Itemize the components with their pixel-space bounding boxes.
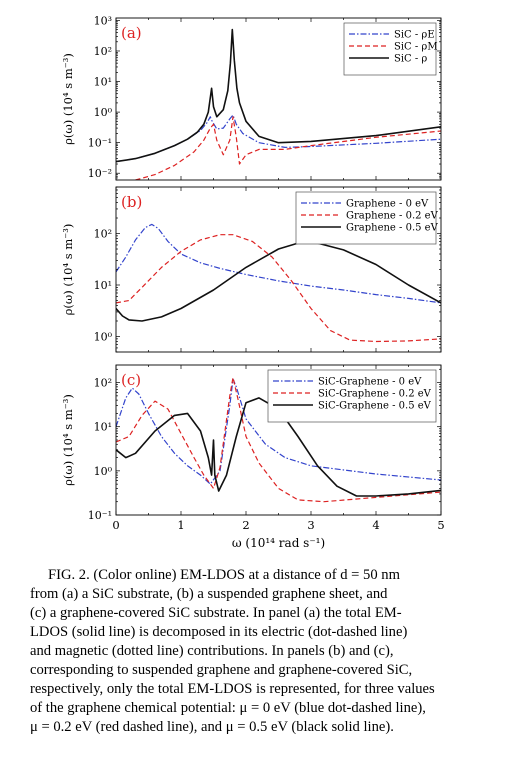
y-tick-label: 10⁰ <box>94 330 113 343</box>
y-tick-label: 10⁻¹ <box>88 509 112 522</box>
caption-line: and magnetic (dotted line) contributions… <box>30 643 394 659</box>
y-tick-label: 10² <box>94 228 112 241</box>
y-axis-label: ρ(ω) (10⁴ s m⁻³) <box>61 394 75 486</box>
series-line-3 <box>116 242 441 322</box>
panel-3: 10⁻¹ 10⁰ 10¹ 10² (c) ρ(ω) (10⁴ s m⁻³) SiC-Grap… <box>61 364 442 522</box>
y-tick-label: 10¹ <box>94 279 112 292</box>
series-line-3 <box>116 28 441 163</box>
caption-line: LDOS (solid line) is decomposed in its e… <box>30 624 408 640</box>
panel-1: 10⁻² 10⁻¹ 10⁰ 10¹ 10² 10³ (a) ρ(ω) (10⁴ s m⁻³) S… <box>61 14 442 181</box>
legend-label: SiC-Graphene - 0.2 eV <box>318 389 432 400</box>
series-line-2 <box>135 116 441 180</box>
legend-label: SiC - ρE <box>394 30 435 41</box>
figure-caption: FIG. 2. (Color online) EM-LDOS at a dist… <box>30 566 476 737</box>
y-axis-label: ρ(ω) (10⁴ s m⁻³) <box>61 53 75 145</box>
legend-label: SiC - ρ <box>394 54 427 65</box>
caption-line: from (a) a SiC substrate, (b) a suspende… <box>30 586 388 602</box>
panel-2: 10⁰ 10¹ 10² (b) ρ(ω) (10⁴ s m⁻³) Graphene - 0… <box>61 186 442 353</box>
x-tick-label: 4 <box>372 518 379 532</box>
legend-box <box>295 191 437 245</box>
caption-line: of the graphene chemical potential: μ = … <box>30 700 426 716</box>
legend-label: SiC - ρM <box>394 42 438 53</box>
legend-box <box>267 369 437 423</box>
x-tick-label: 2 <box>242 518 249 532</box>
legend-box <box>343 22 437 76</box>
caption-line: FIG. 2. (Color online) EM-LDOS at a dist… <box>48 567 400 583</box>
y-tick-label: 10² <box>94 45 112 58</box>
series-line-1 <box>116 114 441 163</box>
y-axis-label: ρ(ω) (10⁴ s m⁻³) <box>61 224 75 316</box>
series-line-2 <box>116 376 441 503</box>
x-axis-label: ω (10¹⁴ rad s⁻¹) <box>232 536 325 550</box>
x-tick-label: 3 <box>307 518 314 532</box>
legend-label: SiC-Graphene - 0 eV <box>318 377 422 388</box>
y-tick-label: 10¹ <box>94 76 112 89</box>
caption-line: respectively, only the total EM-LDOS is … <box>30 681 435 697</box>
y-tick-label: 10⁻² <box>88 167 112 180</box>
y-tick-label: 10¹ <box>94 421 112 434</box>
legend-label: Graphene - 0 eV <box>346 199 429 210</box>
y-tick-label: 10⁰ <box>94 106 113 119</box>
caption-line: (c) a graphene-covered SiC substrate. In… <box>30 605 402 621</box>
series-line-2 <box>116 234 441 343</box>
series-line-1 <box>116 223 441 304</box>
x-tick-label: 0 <box>112 518 119 532</box>
legend-label: Graphene - 0.2 eV <box>346 211 439 222</box>
panel-label: (b) <box>121 193 142 211</box>
x-tick-label: 5 <box>437 518 444 532</box>
caption-line: μ = 0.2 eV (red dashed line), and μ = 0.… <box>30 719 394 735</box>
y-tick-label: 10⁻¹ <box>88 137 112 150</box>
legend-label: SiC-Graphene - 0.5 eV <box>318 401 432 412</box>
y-tick-label: 10² <box>94 377 112 390</box>
y-tick-label: 10³ <box>94 14 112 27</box>
figure-2: 10⁻² 10⁻¹ 10⁰ 10¹ 10² 10³ (a) ρ(ω) (10⁴ s m⁻³) S… <box>61 14 445 550</box>
panel-label: (a) <box>121 24 142 42</box>
y-tick-label: 10⁰ <box>94 465 113 478</box>
panel-label: (c) <box>121 371 141 389</box>
x-tick-label: 1 <box>177 518 184 532</box>
legend-label: Graphene - 0.5 eV <box>346 223 439 234</box>
series-line-3 <box>116 397 441 497</box>
caption-line: corresponding to suspended graphene and … <box>30 662 413 678</box>
